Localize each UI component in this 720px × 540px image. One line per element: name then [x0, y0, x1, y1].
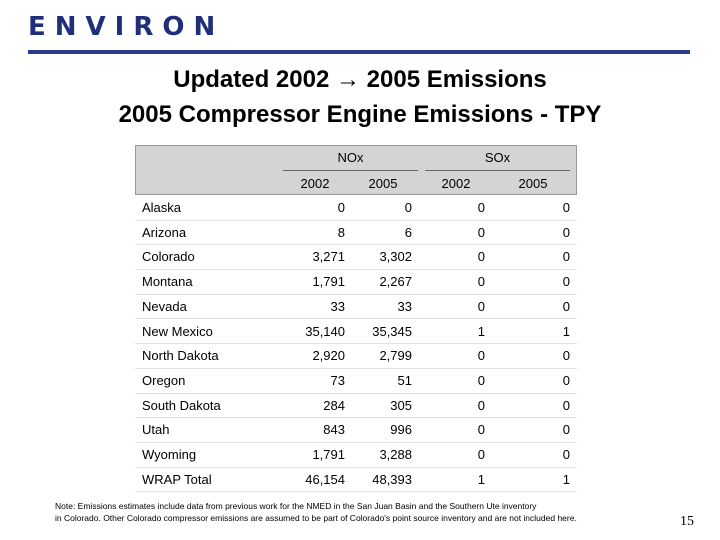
row-label: Nevada — [142, 298, 187, 314]
cell-value: 0 — [477, 348, 485, 364]
cell-value: 2,920 — [312, 348, 345, 364]
cell-value: 3,271 — [312, 249, 345, 265]
row-label: WRAP Total — [142, 471, 212, 487]
cell-value: 0 — [562, 249, 570, 265]
subtitle: 2005 Compressor Engine Emissions - TPY — [118, 101, 602, 128]
table-row — [135, 443, 577, 468]
header-rule — [28, 50, 690, 54]
cell-value: 3,288 — [379, 447, 412, 462]
page-number: 15 — [680, 514, 694, 529]
cell-value: 0 — [562, 200, 570, 215]
group-rule — [283, 170, 418, 171]
cell-value: 46,154 — [305, 471, 345, 487]
cell-value: 0 — [562, 274, 570, 290]
cell-value: 1 — [477, 323, 485, 339]
group-rule — [425, 170, 570, 171]
cell-value: 1 — [562, 471, 570, 487]
table-row — [135, 468, 577, 493]
row-label: Colorado — [142, 249, 195, 265]
cell-value: 48,393 — [372, 471, 412, 487]
cell-value: 0 — [562, 422, 570, 438]
table-row — [135, 394, 577, 419]
cell-value: 51 — [397, 372, 412, 388]
cell-value: 1 — [477, 471, 485, 487]
cell-value: 0 — [562, 447, 570, 462]
cell-value: 35,140 — [305, 323, 345, 339]
cell-value: 0 — [477, 200, 485, 215]
cell-value: 0 — [477, 274, 485, 290]
cell-value: 2,799 — [379, 348, 412, 364]
cell-value: 996 — [390, 422, 412, 438]
table-row — [135, 418, 577, 443]
cell-value: 284 — [323, 397, 345, 413]
row-label: Alaska — [142, 200, 182, 215]
year-header: 2005 — [368, 176, 398, 191]
cell-value: 73 — [330, 372, 345, 388]
cell-value: 6 — [404, 224, 412, 240]
year-header: 2005 — [518, 176, 548, 191]
year-header: 2002 — [441, 176, 471, 191]
cell-value: 843 — [323, 422, 345, 438]
group-header: SOx — [484, 150, 511, 165]
cell-value: 0 — [404, 200, 412, 215]
logo: ENVIRON — [28, 12, 225, 42]
table-row — [135, 196, 577, 221]
table-row — [135, 295, 577, 320]
cell-value: 1,791 — [312, 447, 345, 462]
cell-value: 33 — [397, 298, 412, 314]
table-row — [135, 369, 577, 394]
group-header: NOx — [337, 150, 364, 165]
table-row — [135, 270, 577, 295]
cell-value: 0 — [477, 298, 485, 314]
cell-value: 3,302 — [379, 249, 412, 265]
cell-value: 0 — [562, 372, 570, 388]
note: in Colorado. Other Colorado compressor e… — [55, 513, 577, 523]
row-label: North Dakota — [142, 348, 219, 364]
cell-value: 1,791 — [312, 274, 345, 290]
year-header: 2002 — [300, 176, 330, 191]
table-row — [135, 221, 577, 246]
row-label: Arizona — [142, 224, 187, 240]
cell-value: 0 — [477, 422, 485, 438]
cell-value: 0 — [562, 348, 570, 364]
cell-value: 33 — [330, 298, 345, 314]
cell-value: 8 — [337, 224, 345, 240]
cell-value: 1 — [562, 323, 570, 339]
cell-value: 0 — [562, 224, 570, 240]
cell-value: 0 — [562, 298, 570, 314]
cell-value: 0 — [477, 249, 485, 265]
row-label: Montana — [142, 274, 193, 290]
cell-value: 0 — [337, 200, 345, 215]
cell-value: 2,267 — [379, 274, 412, 290]
cell-value: 305 — [390, 397, 412, 413]
cell-value: 0 — [562, 397, 570, 413]
row-label: South Dakota — [142, 397, 221, 413]
table-row — [135, 344, 577, 369]
row-label: Wyoming — [142, 447, 197, 462]
title: Updated 2002 → 2005 Emissions — [173, 66, 547, 93]
row-label: New Mexico — [142, 323, 213, 339]
cell-value: 0 — [477, 224, 485, 240]
table-row — [135, 245, 577, 271]
note: Note: Emissions estimates include data f… — [55, 501, 537, 511]
row-label: Oregon — [142, 372, 186, 388]
row-label: Utah — [142, 422, 170, 438]
cell-value: 0 — [477, 397, 485, 413]
cell-value: 0 — [477, 447, 485, 462]
table-row — [135, 320, 577, 345]
cell-value: 0 — [477, 372, 485, 388]
cell-value: 35,345 — [372, 323, 412, 339]
